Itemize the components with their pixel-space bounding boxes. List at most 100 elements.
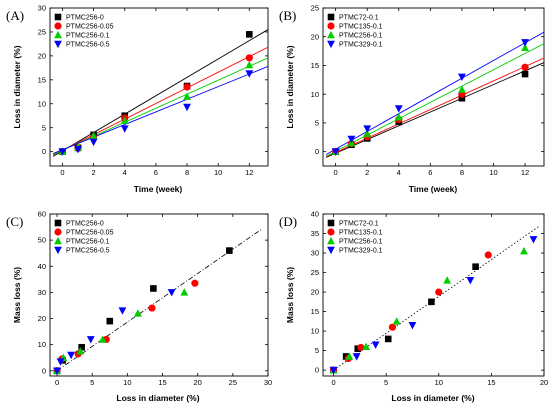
fit-line-2	[325, 57, 544, 158]
data-point	[180, 288, 189, 296]
x-tick-label: 0	[55, 378, 59, 387]
legend-marker	[54, 40, 62, 49]
y-tick-label: 25	[311, 4, 319, 13]
fit-line-1	[325, 62, 544, 158]
data-point	[150, 285, 157, 292]
x-tick-label: 0	[331, 378, 335, 387]
y-tick-label: 40	[311, 210, 319, 219]
legend-marker	[327, 228, 335, 236]
data-point	[89, 131, 98, 140]
y-tick-label: 10	[311, 90, 319, 99]
legend-label: PTMC329-0.1	[339, 248, 383, 255]
data-point	[466, 277, 475, 285]
data-point	[329, 366, 338, 375]
legend-marker	[327, 246, 335, 255]
x-tick-label: 10	[123, 378, 131, 387]
data-point	[134, 309, 142, 317]
legend-label: PTMC256-0.1	[66, 33, 110, 40]
data-point	[118, 307, 127, 315]
y-tick-label: 20	[38, 314, 46, 323]
y-tick-label: 0	[42, 147, 46, 156]
data-point	[345, 352, 354, 360]
data-point	[56, 358, 65, 366]
y-tick-label: 25	[38, 28, 46, 37]
y-tick-label: 35	[311, 229, 319, 238]
data-point	[58, 148, 67, 156]
x-tick-label: 10	[489, 168, 497, 177]
data-point	[443, 276, 452, 284]
x-tick-label: 8	[460, 168, 464, 177]
x-tick-label: 4	[397, 168, 401, 177]
x-tick-label: 25	[229, 378, 237, 387]
data-point	[246, 31, 253, 38]
y-tick-label: 30	[311, 249, 319, 258]
data-point	[529, 236, 538, 244]
legend-label: PTMC329-0.1	[339, 42, 383, 49]
x-tick-label: 20	[540, 378, 548, 387]
chart-panel-1: 0 2 4 6 8 10 12 0 5 10 15 20 25 30 (A) Time (week) Loss …	[6, 4, 269, 194]
plot-frame	[49, 213, 269, 377]
plot-area	[53, 229, 262, 375]
data-point	[53, 367, 61, 375]
x-axis-label: Time (week)	[134, 184, 183, 194]
x-tick-label: 0	[60, 168, 64, 177]
panel-label: (B)	[279, 8, 296, 23]
chart-panel-2: 0 2 4 6 8 10 12 0 5 10 15 20 25 (B) Time (week) Loss in…	[279, 4, 545, 194]
data-point	[428, 298, 435, 306]
fit-line-3	[325, 43, 544, 157]
reference-line	[56, 229, 262, 372]
data-point	[371, 341, 380, 349]
x-tick-label: 5	[90, 378, 94, 387]
data-point	[106, 317, 114, 325]
y-tick-label: 10	[38, 340, 46, 349]
data-point	[167, 289, 176, 297]
data-point	[458, 85, 466, 93]
legend-label: PTMC256-0.1	[339, 33, 383, 40]
plot-area	[325, 31, 544, 158]
data-point	[347, 135, 356, 144]
fit-line-1	[52, 29, 268, 157]
data-point	[521, 39, 529, 47]
data-point	[226, 247, 233, 254]
data-point	[78, 343, 85, 351]
data-point	[394, 113, 403, 121]
data-point	[388, 323, 397, 331]
x-axis-label: Loss in diameter (%)	[391, 393, 474, 403]
y-tick-label: 15	[311, 61, 319, 70]
data-point	[521, 43, 529, 51]
legend-marker	[327, 13, 335, 21]
x-tick-label: 5	[384, 378, 388, 387]
data-point	[521, 63, 529, 71]
legend-label: PTMC256-0	[66, 221, 104, 228]
y-tick-label: 0	[315, 366, 319, 375]
y-axis-label: Mass loss (%)	[12, 267, 22, 323]
x-tick-label: 6	[428, 168, 432, 177]
legend-marker	[327, 30, 335, 39]
y-tick-label: 20	[311, 288, 319, 297]
x-tick-label: 6	[154, 168, 158, 177]
x-axis-label: Time (week)	[409, 184, 458, 194]
panel-label: (A)	[6, 8, 24, 23]
legend-label: PTMC256-0.5	[66, 42, 110, 49]
fit-line-3	[52, 57, 268, 155]
data-point	[245, 54, 253, 62]
data-point	[183, 92, 191, 100]
data-point	[352, 353, 361, 361]
plot-frame	[322, 213, 545, 377]
plot-frame	[322, 7, 545, 167]
x-tick-label: 0	[334, 168, 338, 177]
y-tick-label: 5	[315, 119, 319, 128]
x-tick-label: 30	[264, 378, 272, 387]
legend-label: PTMC135-0.1	[339, 24, 383, 31]
data-point	[245, 70, 254, 78]
data-point	[392, 317, 401, 325]
data-point	[331, 148, 340, 156]
legend-marker	[327, 22, 335, 30]
legend-label: PTMC256-0.05	[66, 230, 114, 237]
y-axis-label: Loss in diameter (%)	[285, 45, 295, 128]
y-tick-label: 5	[315, 346, 319, 355]
legend-marker	[327, 236, 335, 245]
legend-marker	[54, 236, 62, 245]
legend-label: PTMC256-0.1	[66, 239, 110, 246]
legend-label: PTMC256-0.05	[66, 24, 114, 31]
